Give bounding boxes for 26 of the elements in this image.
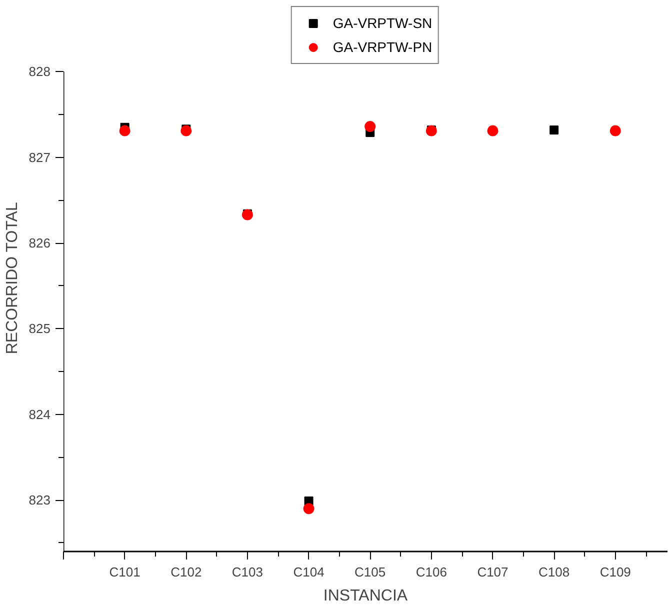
x-tick-label: C107 bbox=[477, 564, 508, 580]
point bbox=[119, 125, 130, 136]
point bbox=[550, 125, 559, 134]
x-tick-label: C106 bbox=[416, 564, 447, 580]
x-tick-label: C103 bbox=[232, 564, 263, 580]
point bbox=[303, 503, 314, 514]
point bbox=[180, 125, 192, 136]
x-tick-label: C108 bbox=[538, 564, 570, 580]
x-tick-label: C102 bbox=[170, 564, 202, 580]
x-tick-label: C104 bbox=[293, 564, 324, 580]
y-tick-label: 825 bbox=[28, 321, 51, 336]
y-axis-title: RECORRIDO TOTAL bbox=[4, 202, 21, 354]
y-tick-label: 823 bbox=[28, 492, 51, 508]
x-tick-label: C101 bbox=[109, 564, 140, 580]
y-tick-label: 826 bbox=[28, 236, 51, 251]
y-tick-label: 828 bbox=[28, 64, 51, 80]
y-tick-label: 824 bbox=[28, 406, 51, 422]
x-tick-label: C105 bbox=[354, 564, 386, 580]
legend-label: GA-VRPTW-PN bbox=[332, 39, 432, 55]
point bbox=[487, 125, 498, 136]
point bbox=[364, 121, 376, 132]
y-tick-label: 827 bbox=[28, 150, 51, 165]
x-axis-title: INSTANCIA bbox=[323, 588, 408, 604]
legend-label: GA-VRPTW-SN bbox=[332, 15, 432, 31]
point bbox=[610, 125, 621, 136]
x-tick-label: C109 bbox=[600, 564, 631, 580]
